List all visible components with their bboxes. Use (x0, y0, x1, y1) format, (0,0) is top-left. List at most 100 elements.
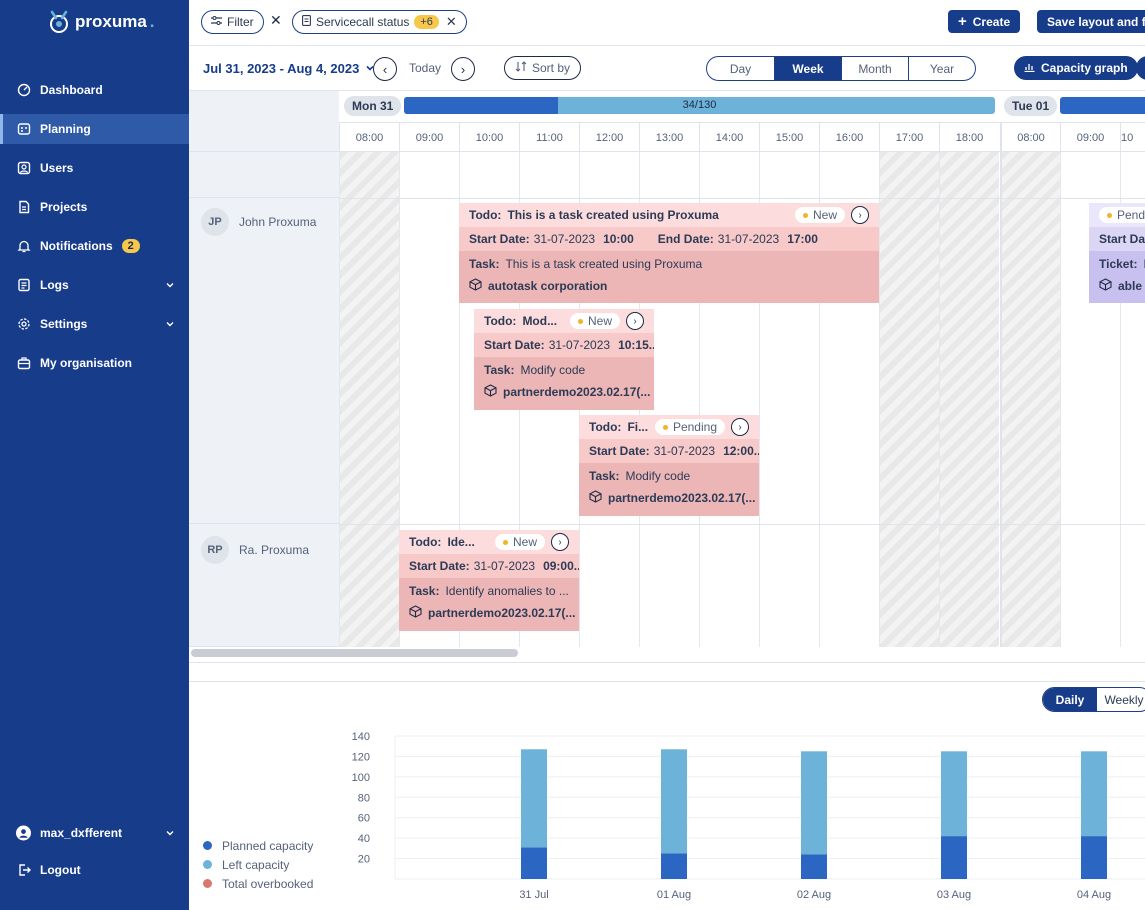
off-hours-column (1000, 152, 1060, 647)
company-name: partnerdemo2023.02.17(... (503, 385, 651, 399)
hour-column (399, 152, 459, 647)
logo-icon (50, 10, 68, 33)
close-icon[interactable]: ✕ (445, 14, 457, 29)
y-tick-label: 120 (352, 751, 370, 763)
view-month-tab[interactable]: Month (841, 57, 908, 80)
sidebar-item-notifications[interactable]: Notifications 2 (0, 231, 189, 261)
day-label: Tue 01 (1004, 96, 1058, 116)
logout-button[interactable]: Logout (0, 855, 189, 885)
create-button[interactable]: + Create (948, 10, 1021, 33)
hour-label: 11:00 (519, 123, 579, 153)
planning-subbar: Jul 31, 2023 - Aug 4, 2023 ‹ Today › Sor… (189, 46, 1145, 91)
task-value: Modify code (520, 363, 586, 377)
task-card[interactable]: Todo: This is a task created using Proxu… (459, 203, 879, 303)
day-label: Mon 31 (344, 96, 402, 116)
sidebar-item-settings[interactable]: Settings (0, 309, 189, 339)
sidebar-item-label: Dashboard (40, 83, 103, 97)
daily-tab[interactable]: Daily (1043, 688, 1097, 711)
weekly-tab[interactable]: Weekly (1104, 692, 1144, 707)
task-label: Task: (409, 584, 440, 598)
sidebar-item-users[interactable]: Users (0, 153, 189, 183)
servicecall-label: Servicecall status (316, 15, 410, 29)
view-day-tab[interactable]: Day (729, 61, 752, 76)
view-year-tab[interactable]: Year (908, 57, 975, 80)
bar-chart-icon (1024, 61, 1035, 75)
sidebar-item-projects[interactable]: Projects (0, 192, 189, 222)
date-range-picker[interactable]: Jul 31, 2023 - Aug 4, 2023 (203, 61, 375, 76)
hour-column (1060, 152, 1120, 647)
previous-period-button[interactable]: ‹ (373, 57, 397, 81)
status-badge: New (794, 207, 845, 223)
hour-column (699, 152, 759, 647)
start-date-label: Start Date: (484, 338, 545, 352)
view-week-tab[interactable]: Week (774, 57, 841, 80)
sort-by-button[interactable]: Sort by (504, 56, 582, 80)
sidebar-item-logs[interactable]: Logs (0, 270, 189, 300)
hour-label: 09:00 (399, 123, 459, 153)
y-tick-label: 40 (358, 833, 370, 845)
bar-planned-capacity (801, 854, 827, 879)
horizontal-scrollbar[interactable] (191, 649, 518, 657)
resource-john-proxuma[interactable]: JP John Proxuma (201, 208, 316, 236)
avatar: JP (201, 208, 229, 236)
capacity-graph-label: Capacity graph (1041, 61, 1128, 75)
clear-filter-close-icon[interactable]: ✕ (270, 12, 282, 28)
task-card[interactable]: Todo: Ide... New › Start Date: 31-07-202… (399, 530, 579, 631)
open-task-chevron-icon[interactable]: › (626, 312, 644, 330)
bar-planned-capacity (661, 853, 687, 879)
start-date-value: 31-07-2023 (548, 338, 611, 352)
plus-icon: + (958, 13, 967, 30)
end-date-label: End Date: (657, 232, 714, 246)
more-options-button[interactable] (1136, 56, 1145, 80)
bar-left-capacity (941, 751, 967, 837)
panel-divider[interactable] (189, 662, 1145, 682)
next-period-button[interactable]: › (451, 57, 475, 81)
status-badge: New (494, 534, 545, 550)
chevron-down-icon (165, 827, 175, 841)
capacity-graph-button[interactable]: Capacity graph (1014, 56, 1138, 80)
task-label: Task: (469, 257, 500, 271)
sidebar: proxuma. Dashboard Planning Users Projec… (0, 0, 189, 910)
open-task-chevron-icon[interactable]: › (551, 533, 569, 551)
row-divider (339, 198, 1145, 199)
create-label: Create (972, 14, 1011, 29)
legend-item-planned[interactable]: Planned capacity (203, 836, 313, 855)
cube-icon (589, 490, 602, 506)
filter-chip[interactable]: Filter (201, 10, 264, 34)
resource-ra-proxuma[interactable]: RP Ra. Proxuma (201, 536, 309, 564)
x-tick-label: 03 Aug (937, 889, 971, 901)
ticket-card[interactable]: Pend Start Date Ticket: M able c (1089, 203, 1145, 303)
legend-item-overbooked[interactable]: Total overbooked (203, 874, 313, 893)
users-icon (16, 161, 31, 176)
sidebar-item-planning[interactable]: Planning (0, 114, 189, 144)
save-layout-label: Save layout and filte (1047, 14, 1145, 29)
sidebar-item-my-organisation[interactable]: My organisation (0, 348, 189, 378)
status-badge: Pending (654, 419, 725, 435)
hour-label: 16:00 (819, 123, 879, 153)
user-name: max_dxfferent (40, 826, 123, 840)
start-time-value: 10:15... (618, 338, 654, 352)
off-hours-column (879, 152, 939, 647)
brand-dot: . (149, 12, 155, 31)
task-card[interactable]: Todo: Fi... Pending › Start Date: 31-07-… (579, 415, 759, 516)
user-menu[interactable]: max_dxfferent (0, 818, 189, 848)
y-tick-label: 80 (358, 792, 370, 804)
empty-row-header (189, 152, 339, 198)
task-value: Modify code (625, 469, 691, 483)
legend-item-left[interactable]: Left capacity (203, 855, 313, 874)
hour-label: 10:00 (459, 123, 519, 153)
sidebar-item-dashboard[interactable]: Dashboard (0, 75, 189, 105)
open-task-chevron-icon[interactable]: › (851, 206, 869, 224)
proxuma-logo[interactable]: proxuma. (46, 9, 155, 35)
chevron-down-icon (165, 279, 175, 293)
save-layout-button[interactable]: Save layout and filte (1037, 10, 1145, 33)
open-task-chevron-icon[interactable]: › (731, 418, 749, 436)
logout-label: Logout (40, 863, 81, 877)
y-tick-label: 60 (358, 813, 370, 825)
servicecall-status-chip[interactable]: Servicecall status +6 ✕ (292, 10, 467, 34)
document-icon (302, 15, 311, 29)
servicecall-count-badge: +6 (414, 15, 439, 29)
task-card[interactable]: Todo: Mod... New › Start Date: 31-07-202… (474, 309, 654, 410)
today-button[interactable]: Today (409, 61, 442, 75)
y-tick-label: 20 (358, 854, 370, 866)
